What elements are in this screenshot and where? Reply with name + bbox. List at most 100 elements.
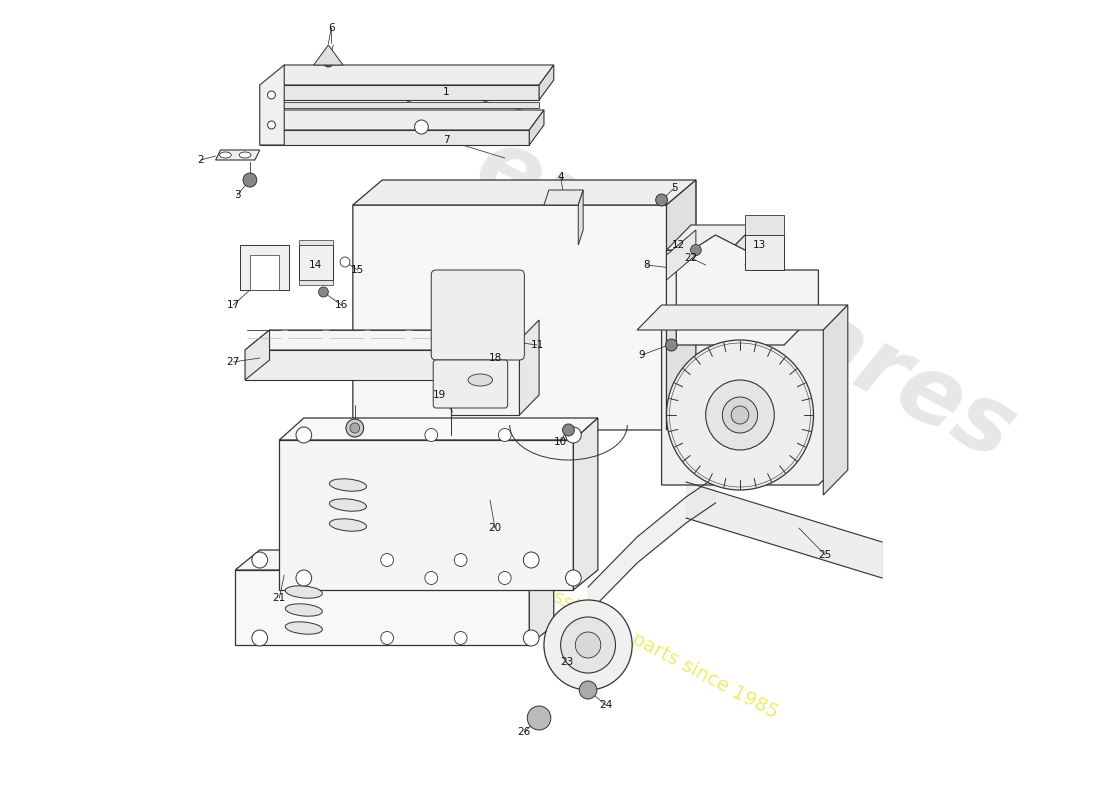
Text: 20: 20 xyxy=(488,523,502,533)
Text: 22: 22 xyxy=(684,253,697,263)
Polygon shape xyxy=(299,245,333,280)
Polygon shape xyxy=(235,550,553,570)
Polygon shape xyxy=(676,235,818,345)
Polygon shape xyxy=(539,65,553,100)
Text: 10: 10 xyxy=(554,437,568,447)
Polygon shape xyxy=(299,280,333,285)
Circle shape xyxy=(691,245,702,255)
Circle shape xyxy=(381,554,394,566)
Ellipse shape xyxy=(468,374,493,386)
Polygon shape xyxy=(270,65,553,85)
Circle shape xyxy=(425,571,438,585)
Polygon shape xyxy=(637,305,848,330)
Text: 1: 1 xyxy=(442,87,449,97)
Circle shape xyxy=(454,631,467,645)
Circle shape xyxy=(296,570,311,586)
Ellipse shape xyxy=(239,152,251,158)
Text: eurospares: eurospares xyxy=(460,119,1031,481)
Polygon shape xyxy=(260,110,544,130)
Polygon shape xyxy=(260,65,284,145)
Circle shape xyxy=(498,571,512,585)
Polygon shape xyxy=(245,330,270,380)
Polygon shape xyxy=(667,230,696,280)
Circle shape xyxy=(562,424,574,436)
Polygon shape xyxy=(544,190,583,205)
Ellipse shape xyxy=(220,152,231,158)
Polygon shape xyxy=(245,350,481,380)
Polygon shape xyxy=(250,255,279,290)
Polygon shape xyxy=(270,85,539,100)
Circle shape xyxy=(346,419,364,437)
Circle shape xyxy=(527,706,551,730)
Polygon shape xyxy=(529,110,544,145)
Ellipse shape xyxy=(285,622,322,634)
Ellipse shape xyxy=(329,478,366,491)
Circle shape xyxy=(565,427,581,443)
Circle shape xyxy=(454,554,467,566)
Circle shape xyxy=(350,423,360,433)
Polygon shape xyxy=(353,180,696,205)
Circle shape xyxy=(498,429,512,442)
Polygon shape xyxy=(573,418,598,590)
Text: 11: 11 xyxy=(530,340,543,350)
Circle shape xyxy=(732,406,749,424)
Polygon shape xyxy=(579,190,583,245)
Circle shape xyxy=(296,427,311,443)
Circle shape xyxy=(425,429,438,442)
Text: 13: 13 xyxy=(754,240,767,250)
Text: 12: 12 xyxy=(672,240,685,250)
Circle shape xyxy=(323,57,333,67)
Ellipse shape xyxy=(285,586,322,598)
Text: 5: 5 xyxy=(671,183,678,193)
Circle shape xyxy=(415,120,428,134)
Polygon shape xyxy=(745,215,784,235)
FancyBboxPatch shape xyxy=(433,360,508,408)
Text: 9: 9 xyxy=(639,350,646,360)
Circle shape xyxy=(252,552,267,568)
Ellipse shape xyxy=(285,604,322,616)
FancyBboxPatch shape xyxy=(431,270,525,360)
Circle shape xyxy=(267,121,275,129)
Text: 7: 7 xyxy=(442,135,449,145)
Circle shape xyxy=(666,339,678,351)
Circle shape xyxy=(706,380,774,450)
Polygon shape xyxy=(661,325,843,485)
Text: 17: 17 xyxy=(227,300,240,310)
Text: 25: 25 xyxy=(818,550,832,560)
Circle shape xyxy=(667,340,814,490)
Circle shape xyxy=(723,397,758,433)
Ellipse shape xyxy=(329,498,366,511)
Polygon shape xyxy=(823,305,848,495)
Polygon shape xyxy=(745,235,784,270)
Circle shape xyxy=(252,630,267,646)
Polygon shape xyxy=(299,240,333,245)
Circle shape xyxy=(381,631,394,645)
Polygon shape xyxy=(730,225,755,320)
Circle shape xyxy=(524,630,539,646)
Circle shape xyxy=(340,257,350,267)
Polygon shape xyxy=(667,225,755,250)
Polygon shape xyxy=(529,550,553,645)
Text: 18: 18 xyxy=(488,353,502,363)
Text: 23: 23 xyxy=(560,657,573,667)
Circle shape xyxy=(319,287,328,297)
Circle shape xyxy=(580,681,597,699)
Polygon shape xyxy=(667,250,730,320)
Polygon shape xyxy=(240,245,289,290)
Circle shape xyxy=(243,173,256,187)
Polygon shape xyxy=(260,130,529,145)
Circle shape xyxy=(656,194,668,206)
Polygon shape xyxy=(216,150,260,160)
Text: 6: 6 xyxy=(328,23,334,33)
Text: a passion for parts since 1985: a passion for parts since 1985 xyxy=(513,567,781,722)
Text: 19: 19 xyxy=(432,390,446,400)
Circle shape xyxy=(267,91,275,99)
Circle shape xyxy=(544,600,632,690)
Polygon shape xyxy=(270,102,539,108)
Text: 27: 27 xyxy=(227,357,240,367)
Polygon shape xyxy=(279,418,598,440)
Circle shape xyxy=(575,632,601,658)
Text: 4: 4 xyxy=(558,172,564,182)
Circle shape xyxy=(524,552,539,568)
Text: 14: 14 xyxy=(309,260,322,270)
